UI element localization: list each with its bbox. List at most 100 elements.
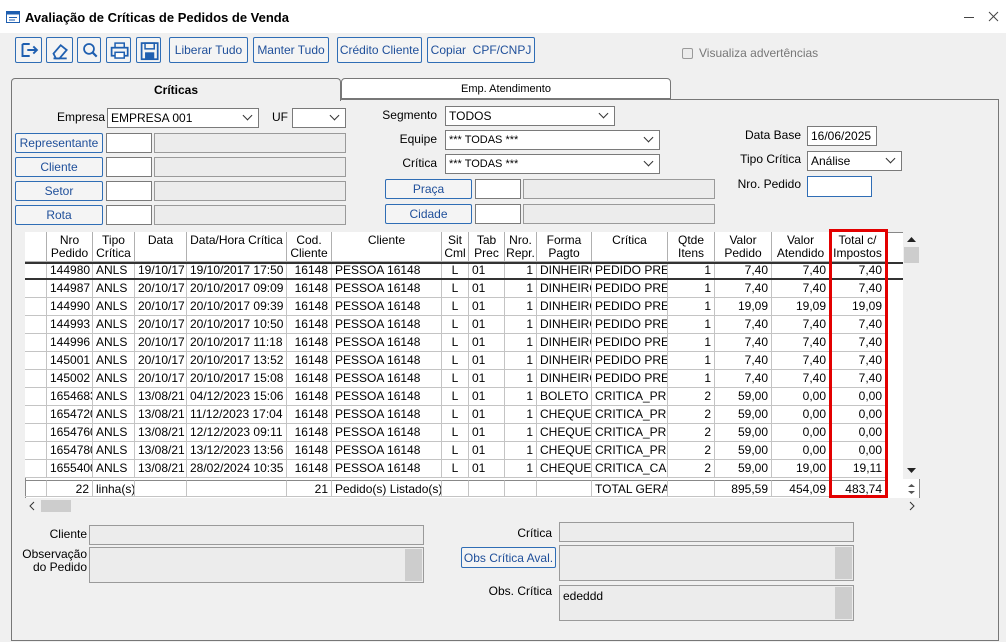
cell[interactable]: 2 xyxy=(668,460,715,478)
toolbar-icon-button[interactable] xyxy=(15,37,42,63)
cell[interactable]: 13/08/21 xyxy=(135,442,187,460)
toolbar-button[interactable]: Manter Tudo xyxy=(253,37,329,63)
code-input[interactable] xyxy=(475,204,521,224)
column-header[interactable]: Nro Pedido xyxy=(47,232,93,262)
cell[interactable]: PESSOA 16148 xyxy=(332,388,442,406)
cell[interactable]: 20/10/2017 10:50 xyxy=(187,316,287,334)
cell[interactable]: 59,00 xyxy=(715,406,772,424)
cell[interactable]: 1654760 xyxy=(47,424,93,442)
cell[interactable]: DINHEIRO xyxy=(537,334,592,352)
row-indicator[interactable] xyxy=(25,460,47,478)
cell[interactable]: PESSOA 16148 xyxy=(332,298,442,316)
cell[interactable]: 20/10/2017 09:39 xyxy=(187,298,287,316)
cell[interactable]: CRITICA_CALE xyxy=(592,460,668,478)
code-input[interactable] xyxy=(475,179,521,199)
cell[interactable]: 1 xyxy=(505,352,537,370)
column-header[interactable]: Forma Pagto xyxy=(537,232,592,262)
spinner[interactable] xyxy=(903,480,920,497)
cell[interactable]: 144987 xyxy=(47,280,93,298)
cell[interactable]: 01 xyxy=(469,460,505,478)
row-indicator[interactable] xyxy=(25,316,47,334)
cell[interactable]: ANLS xyxy=(93,388,135,406)
cell[interactable]: 01 xyxy=(469,424,505,442)
cell[interactable]: 1654720 xyxy=(47,406,93,424)
cell[interactable]: PEDIDO PREV xyxy=(592,334,668,352)
column-header[interactable]: Cod. Cliente xyxy=(287,232,332,262)
cell[interactable]: PEDIDO PREV xyxy=(592,370,668,388)
toolbar-icon-button[interactable] xyxy=(106,37,131,63)
cell[interactable]: DINHEIRO xyxy=(537,370,592,388)
cell[interactable]: PEDIDO PREV xyxy=(592,298,668,316)
cell[interactable]: 7,40 xyxy=(715,316,772,334)
cell[interactable]: 7,40 xyxy=(772,370,830,388)
cell[interactable]: 16148 xyxy=(287,406,332,424)
cell[interactable]: 12/12/2023 09:11 xyxy=(187,424,287,442)
cell[interactable]: 59,00 xyxy=(715,424,772,442)
cell[interactable]: PESSOA 16148 xyxy=(332,406,442,424)
select[interactable]: Análise xyxy=(807,151,902,171)
cell[interactable]: L xyxy=(442,280,469,298)
cell[interactable]: L xyxy=(442,370,469,388)
cell[interactable]: 20/10/17 xyxy=(135,352,187,370)
cell[interactable]: CRITICA_PRO xyxy=(592,406,668,424)
column-header[interactable]: Tab Prec xyxy=(469,232,505,262)
cell[interactable]: 16148 xyxy=(287,280,332,298)
cell[interactable]: 16148 xyxy=(287,316,332,334)
cell[interactable]: 0,00 xyxy=(772,442,830,460)
cell[interactable]: PEDIDO PREV xyxy=(592,352,668,370)
cell[interactable]: 1655400 xyxy=(47,460,93,478)
cell[interactable]: DINHEIRO xyxy=(537,280,592,298)
cell[interactable]: 16148 xyxy=(287,370,332,388)
cell[interactable]: 7,40 xyxy=(715,352,772,370)
cell[interactable]: L xyxy=(442,442,469,460)
column-header[interactable]: Valor Pedido xyxy=(715,232,772,262)
cell[interactable]: 144996 xyxy=(47,334,93,352)
column-header[interactable]: Nro. Repr. xyxy=(505,232,537,262)
cell[interactable]: 16148 xyxy=(287,424,332,442)
row-indicator[interactable] xyxy=(25,442,47,460)
cell[interactable]: 7,40 xyxy=(715,370,772,388)
row-indicator[interactable] xyxy=(25,406,47,424)
cell[interactable]: ANLS xyxy=(93,280,135,298)
column-header[interactable]: Valor Atendido xyxy=(772,232,830,262)
cell[interactable]: L xyxy=(442,352,469,370)
cell[interactable]: ANLS xyxy=(93,460,135,478)
cell[interactable]: 0,00 xyxy=(772,424,830,442)
cell[interactable]: PEDIDO PREV xyxy=(592,316,668,334)
cell[interactable]: 01 xyxy=(469,388,505,406)
cell[interactable]: 1 xyxy=(668,316,715,334)
cell[interactable]: 1 xyxy=(505,388,537,406)
cell[interactable]: 20/10/17 xyxy=(135,316,187,334)
cell[interactable]: 20/10/17 xyxy=(135,280,187,298)
cell[interactable]: BOLETO xyxy=(537,388,592,406)
toolbar-icon-button[interactable] xyxy=(46,37,73,63)
cell[interactable]: 7,40 xyxy=(772,334,830,352)
cell[interactable]: 20/10/17 xyxy=(135,334,187,352)
cell[interactable]: L xyxy=(442,388,469,406)
code-input[interactable] xyxy=(106,133,152,153)
cell[interactable]: 145001 xyxy=(47,352,93,370)
lookup-button[interactable]: Praça xyxy=(385,179,472,199)
row-indicator[interactable] xyxy=(25,280,47,298)
cell[interactable]: L xyxy=(442,460,469,478)
toolbar-icon-button[interactable] xyxy=(77,37,101,63)
column-header[interactable]: Data xyxy=(135,232,187,262)
cell[interactable]: PEDIDO PREV xyxy=(592,280,668,298)
column-header[interactable]: Tipo Crítica xyxy=(93,232,135,262)
cell[interactable]: 01 xyxy=(469,334,505,352)
cell[interactable]: ANLS xyxy=(93,424,135,442)
cell[interactable]: 1 xyxy=(505,370,537,388)
cell[interactable]: 7,40 xyxy=(772,316,830,334)
cell[interactable]: DINHEIRO xyxy=(537,352,592,370)
action-button[interactable]: Obs Crítica Aval. xyxy=(461,547,556,568)
cell[interactable]: PESSOA 16148 xyxy=(332,370,442,388)
column-header[interactable]: Sit Cml xyxy=(442,232,469,262)
select[interactable]: EMPRESA 001 xyxy=(107,108,259,128)
cell[interactable]: ANLS xyxy=(93,370,135,388)
lookup-button[interactable]: Cliente xyxy=(15,157,103,177)
cell[interactable]: 04/12/2023 15:06 xyxy=(187,388,287,406)
cell[interactable]: PESSOA 16148 xyxy=(332,352,442,370)
row-indicator[interactable] xyxy=(25,334,47,352)
lookup-button[interactable]: Representante xyxy=(15,133,103,153)
cell[interactable]: 28/02/2024 10:35 xyxy=(187,460,287,478)
